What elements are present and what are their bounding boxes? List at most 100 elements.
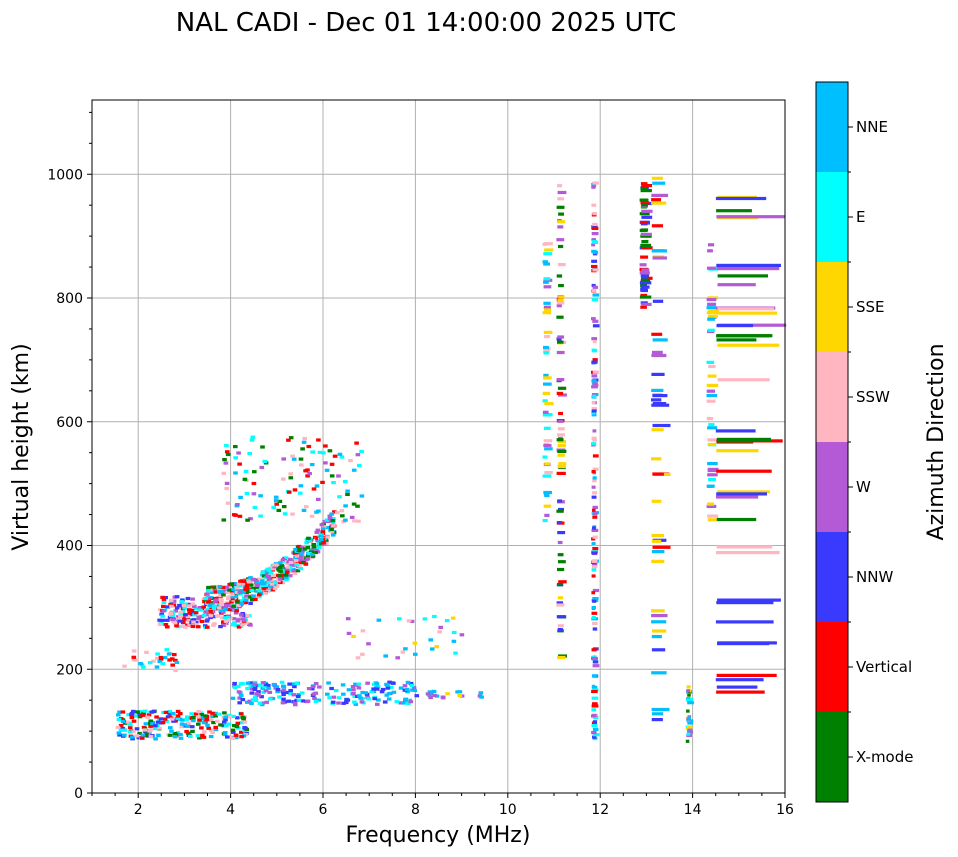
data-point [250, 698, 256, 702]
data-point [288, 563, 294, 567]
data-point [457, 693, 462, 698]
data-point [232, 686, 238, 690]
data-point [707, 502, 714, 506]
data-point [412, 641, 418, 645]
data-point [277, 561, 283, 565]
data-point [544, 471, 553, 475]
data-point [185, 722, 191, 726]
data-point [153, 737, 158, 741]
data-point [221, 593, 226, 597]
data-point [157, 659, 162, 664]
cluster-11 [639, 182, 653, 309]
data-point [337, 452, 343, 456]
data-point [651, 539, 662, 543]
data-point [591, 616, 596, 620]
data-point [313, 699, 319, 704]
data-point [591, 495, 597, 499]
data-point [591, 185, 596, 189]
data-point [272, 565, 277, 569]
data-point [403, 697, 408, 701]
data-point [229, 582, 234, 586]
data-point [543, 277, 551, 281]
data-point [160, 721, 166, 725]
data-point [556, 274, 563, 278]
data-point [591, 249, 597, 253]
data-point [258, 514, 263, 518]
data-point [556, 350, 565, 355]
data-point [224, 481, 230, 485]
data-point [592, 293, 600, 297]
data-point [145, 715, 150, 719]
data-point [151, 710, 157, 714]
data-point [230, 595, 236, 599]
data-point [717, 307, 775, 311]
data-point [254, 589, 260, 593]
data-point [543, 443, 552, 448]
data-point [309, 463, 315, 467]
data-point [217, 590, 222, 594]
data-point [280, 572, 285, 576]
data-point [557, 596, 564, 600]
data-point [266, 568, 272, 572]
x-tick-label-4: 10 [499, 802, 517, 818]
data-point [557, 553, 564, 557]
data-point [398, 701, 404, 705]
data-point [591, 648, 597, 652]
data-point [131, 719, 137, 723]
data-point [591, 591, 596, 595]
data-point [359, 700, 365, 704]
data-point [591, 565, 598, 569]
data-point [707, 467, 719, 471]
data-point [205, 625, 210, 629]
data-point [351, 692, 356, 696]
data-point [406, 619, 412, 623]
data-point [181, 620, 186, 624]
data-point [315, 539, 320, 543]
data-point [250, 435, 256, 439]
data-point [283, 576, 289, 580]
data-point [544, 335, 551, 339]
data-point [366, 697, 371, 701]
data-point [185, 724, 190, 728]
data-point [169, 604, 174, 608]
data-point [221, 623, 226, 627]
data-point [427, 690, 433, 694]
data-point [175, 714, 181, 718]
data-point [708, 314, 718, 318]
data-point [281, 688, 287, 692]
data-point [175, 709, 181, 713]
data-point [288, 560, 294, 564]
data-point [217, 606, 222, 610]
data-point [201, 735, 207, 739]
data-point [543, 330, 553, 334]
data-point [557, 419, 564, 423]
data-point [161, 710, 166, 715]
data-point [225, 603, 231, 607]
data-point [592, 454, 599, 458]
data-point [706, 393, 718, 398]
data-point [356, 682, 361, 686]
data-point [266, 686, 271, 690]
data-point [225, 735, 230, 739]
data-point [190, 597, 195, 601]
data-point [640, 288, 648, 293]
data-point [216, 712, 222, 716]
data-point [651, 533, 664, 538]
data-point [157, 622, 163, 626]
data-point [556, 438, 564, 442]
data-point [244, 491, 250, 496]
data-point [122, 721, 128, 725]
data-point [120, 726, 126, 730]
data-point [395, 656, 400, 660]
data-point [171, 719, 176, 723]
data-point [369, 690, 375, 694]
data-point [408, 700, 414, 704]
data-point [641, 203, 648, 207]
data-point [327, 517, 333, 521]
data-point [651, 671, 667, 675]
data-point [168, 602, 173, 606]
data-point [652, 472, 664, 476]
data-point [245, 621, 250, 625]
data-point [349, 515, 355, 519]
data-point [591, 542, 596, 546]
